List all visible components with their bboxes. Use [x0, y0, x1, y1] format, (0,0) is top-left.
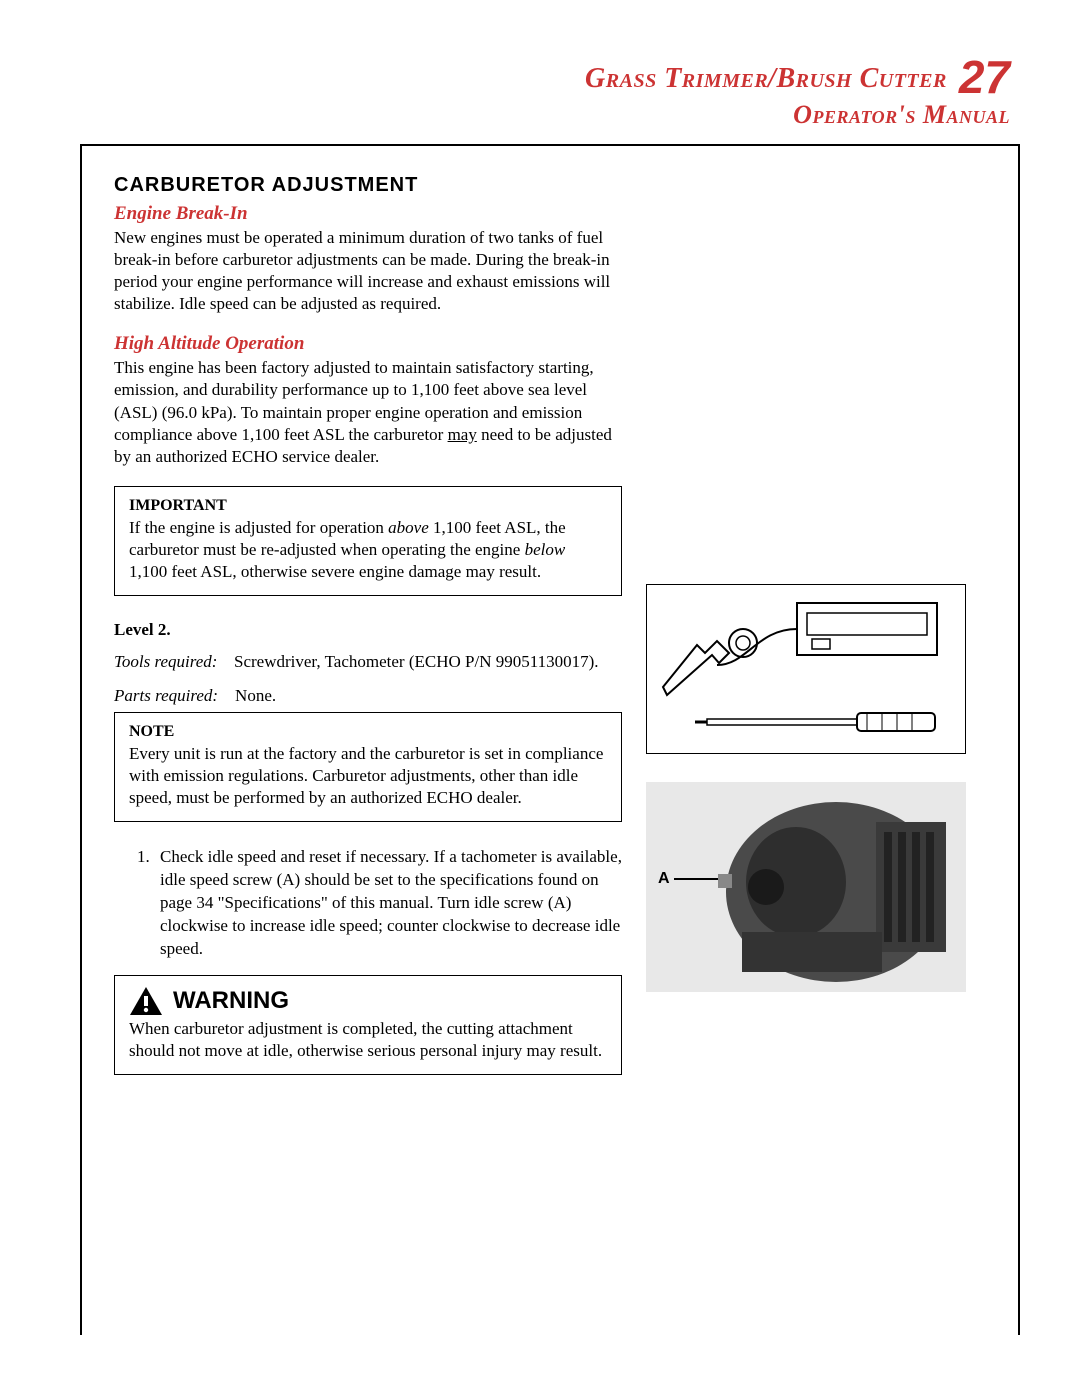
imp-pre: If the engine is adjusted for operation: [129, 518, 388, 537]
important-label: IMPORTANT: [129, 497, 607, 515]
steps-list: Check idle speed and reset if necessary.…: [114, 846, 622, 961]
note-label: NOTE: [129, 723, 607, 741]
warning-header: WARNING: [129, 986, 607, 1016]
header-line-1: Grass Trimmer/Brush Cutter 27: [80, 50, 1010, 104]
imp-post: 1,100 feet ASL, otherwise severe engine …: [129, 562, 541, 581]
important-text: If the engine is adjusted for operation …: [129, 517, 607, 583]
photo-leader-line: [674, 878, 718, 880]
product-title: Grass Trimmer/Brush Cutter: [585, 63, 947, 94]
page-header: Grass Trimmer/Brush Cutter 27 Operator's…: [80, 50, 1020, 140]
engine-photo-svg: [646, 782, 966, 992]
parts-required-row: Parts required: None.: [114, 686, 622, 706]
important-callout: IMPORTANT If the engine is adjusted for …: [114, 486, 622, 596]
photo-callout-label: A: [658, 870, 670, 888]
imp-it1: above: [388, 518, 429, 537]
page-number: 27: [959, 51, 1010, 103]
level-title: Level 2.: [114, 620, 622, 640]
ha-underlined: may: [448, 425, 477, 444]
subhead-engine-break-in: Engine Break-In: [114, 203, 622, 225]
engine-photo: A: [646, 782, 966, 992]
page: Grass Trimmer/Brush Cutter 27 Operator's…: [0, 0, 1080, 1395]
figure-column: A: [646, 174, 1018, 1075]
high-altitude-text: This engine has been factory adjusted to…: [114, 357, 622, 467]
tools-illustration: [646, 584, 966, 754]
warning-callout: WARNING When carburetor adjustment is co…: [114, 975, 622, 1075]
tools-svg: [657, 595, 957, 745]
section-title: CARBURETOR ADJUSTMENT: [114, 174, 622, 197]
tools-value: Screwdriver, Tachometer (ECHO P/N 990511…: [234, 652, 622, 672]
tools-label: Tools required:: [114, 652, 234, 672]
manual-title: Operator's Manual: [80, 100, 1010, 130]
subhead-high-altitude: High Altitude Operation: [114, 333, 622, 355]
note-text: Every unit is run at the factory and the…: [129, 743, 607, 809]
tools-required-row: Tools required: Screwdriver, Tachometer …: [114, 652, 622, 672]
warning-label: WARNING: [173, 987, 289, 1015]
content-frame: CARBURETOR ADJUSTMENT Engine Break-In Ne…: [80, 146, 1020, 1335]
warning-text: When carburetor adjustment is completed,…: [129, 1018, 607, 1062]
step-1: Check idle speed and reset if necessary.…: [154, 846, 622, 961]
engine-break-in-text: New engines must be operated a minimum d…: [114, 227, 622, 315]
warning-triangle-icon: [129, 986, 163, 1016]
imp-it2: below: [525, 540, 566, 559]
parts-value: None.: [235, 686, 276, 705]
text-column: CARBURETOR ADJUSTMENT Engine Break-In Ne…: [82, 174, 622, 1075]
parts-label: Parts required:: [114, 686, 218, 705]
note-callout: NOTE Every unit is run at the factory an…: [114, 712, 622, 822]
